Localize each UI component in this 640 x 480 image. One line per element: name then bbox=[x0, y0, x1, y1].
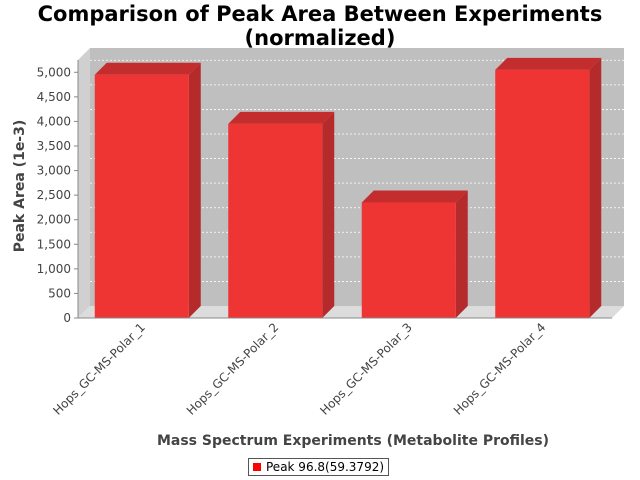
bar bbox=[94, 62, 201, 318]
bar-side bbox=[322, 111, 335, 318]
plot-floor bbox=[78, 306, 624, 318]
x-tick-label: Hops_GC-MS-Polar_3 bbox=[317, 320, 415, 418]
bar bbox=[361, 190, 468, 318]
x-tick-label: Hops_GC-MS-Polar_4 bbox=[451, 320, 549, 418]
chart-title-line-2: (normalized) bbox=[244, 26, 396, 50]
y-axis-label: Peak Area (1e-3) bbox=[12, 120, 28, 253]
bar-side bbox=[589, 57, 602, 318]
bar-top bbox=[361, 190, 468, 203]
y-tick-label: 1,000 bbox=[37, 262, 71, 276]
bar-front bbox=[228, 123, 323, 318]
y-tick-label: 3,000 bbox=[37, 164, 71, 178]
x-tick-label: Hops_GC-MS-Polar_2 bbox=[184, 320, 282, 418]
y-tick-label: 1,500 bbox=[37, 237, 71, 251]
bar-front bbox=[361, 202, 456, 318]
legend-swatch bbox=[253, 463, 261, 471]
y-tick-label: 4,500 bbox=[37, 90, 71, 104]
legend-label: Peak 96.8(59.3792) bbox=[266, 460, 385, 474]
bar-side bbox=[188, 62, 201, 318]
y-tick-label: 0 bbox=[63, 311, 71, 325]
bars bbox=[94, 57, 602, 318]
y-tick-label: 4,000 bbox=[37, 114, 71, 128]
bar-top bbox=[228, 111, 335, 124]
bar-front bbox=[94, 74, 189, 318]
y-tick-label: 3,500 bbox=[37, 139, 71, 153]
legend: Peak 96.8(59.3792) bbox=[248, 458, 390, 476]
y-tick-label: 2,000 bbox=[37, 213, 71, 227]
x-axis: Hops_GC-MS-Polar_1 Hops_GC-MS-Polar_2 Hops… bbox=[50, 317, 612, 418]
bar-side bbox=[455, 190, 468, 318]
plot-left-wall bbox=[78, 48, 90, 318]
bar-top bbox=[495, 57, 602, 70]
y-axis: 0 500 1,000 1,500 2,000 2,500 3,000 3,500 4,000 4… bbox=[37, 60, 79, 325]
bar bbox=[495, 57, 602, 318]
bar bbox=[228, 111, 335, 318]
y-tick-label: 2,500 bbox=[37, 188, 71, 202]
x-axis-label: Mass Spectrum Experiments (Metabolite Pr… bbox=[157, 433, 549, 449]
bar-front bbox=[495, 69, 590, 318]
y-tick-label: 5,000 bbox=[37, 65, 71, 79]
x-tick-label: Hops_GC-MS-Polar_1 bbox=[50, 320, 148, 418]
chart-title: Comparison of Peak Area Between Experime… bbox=[0, 2, 640, 50]
chart-title-line-1: Comparison of Peak Area Between Experime… bbox=[37, 2, 603, 26]
y-tick-label: 500 bbox=[48, 286, 71, 300]
bar-top bbox=[94, 62, 201, 75]
